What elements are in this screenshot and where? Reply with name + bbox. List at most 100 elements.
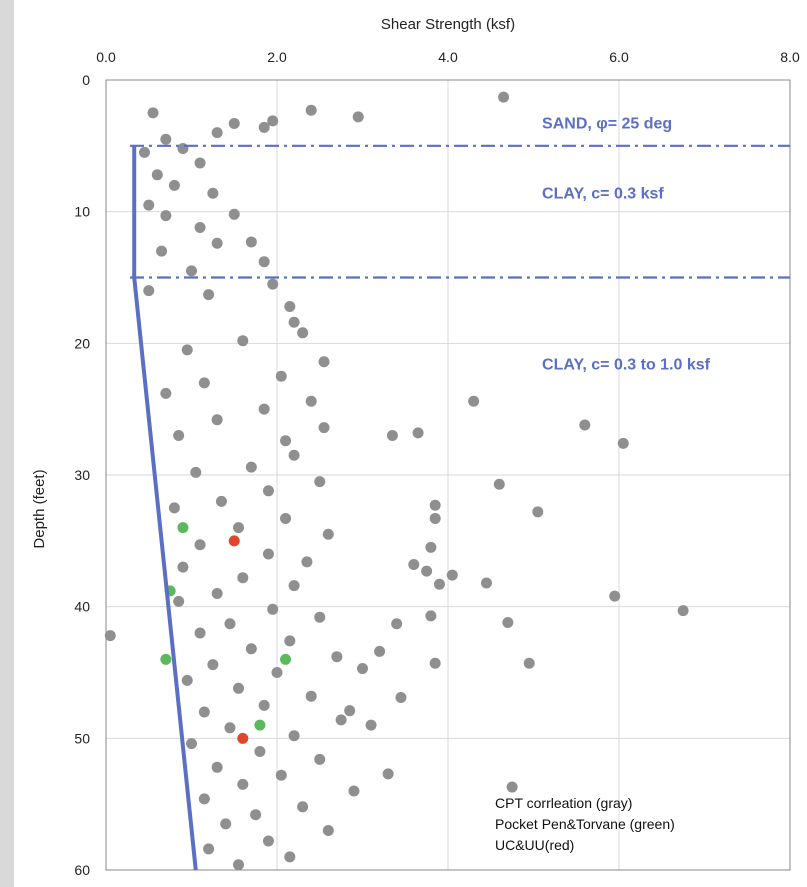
- data-point-cpt: [168, 179, 180, 191]
- data-point-cpt: [267, 603, 279, 615]
- data-point-cpt: [386, 430, 398, 441]
- data-point-cpt: [493, 478, 505, 490]
- data-point-cpt: [288, 580, 300, 592]
- data-point-cpt: [143, 199, 155, 211]
- data-point-cpt: [412, 427, 424, 439]
- data-point-cpt: [156, 245, 168, 257]
- data-point-cpt: [395, 692, 407, 704]
- data-point-pocket-pen: [254, 719, 266, 731]
- data-point-cpt: [143, 285, 155, 297]
- data-point-cpt: [305, 104, 317, 116]
- data-point-cpt: [374, 645, 386, 657]
- data-point-cpt: [233, 522, 245, 534]
- data-point-pocket-pen: [160, 653, 172, 665]
- y-tick-label: 60: [74, 862, 90, 878]
- data-point-cpt: [284, 851, 296, 863]
- data-point-cpt: [211, 588, 223, 599]
- data-point-cpt: [207, 187, 219, 199]
- data-point-cpt: [228, 208, 240, 220]
- data-point-cpt: [228, 117, 240, 129]
- y-tick-label: 0: [82, 72, 90, 88]
- data-point-cpt: [211, 761, 223, 773]
- y-tick-label: 50: [74, 730, 90, 746]
- legend-entry-pocket-pen: Pocket Pen&Torvane (green): [495, 816, 675, 832]
- data-point-cpt: [335, 714, 347, 726]
- data-point-cpt: [267, 278, 279, 290]
- data-point-cpt: [352, 111, 364, 123]
- data-point-cpt: [138, 146, 150, 158]
- data-point-cpt: [284, 300, 296, 312]
- data-point-cpt: [468, 395, 480, 407]
- y-tick-label: 40: [74, 599, 90, 615]
- data-point-cpt: [425, 541, 437, 553]
- data-point-cpt: [224, 618, 236, 630]
- x-tick-label: 0.0: [96, 49, 116, 65]
- layer-boundaries: [130, 144, 790, 279]
- data-point-cpt: [280, 435, 292, 447]
- y-tick-label: 30: [74, 467, 90, 483]
- data-point-cpt: [262, 835, 274, 847]
- data-point-cpt: [506, 781, 518, 793]
- data-point-cpt: [305, 395, 317, 407]
- data-point-cpt: [429, 657, 441, 669]
- data-point-cpt: [297, 327, 309, 339]
- data-point-cpt: [233, 682, 245, 694]
- x-tick-label: 2.0: [267, 49, 287, 65]
- data-point-cpt: [365, 719, 377, 731]
- data-point-cpt: [177, 561, 189, 573]
- data-point-cpt: [194, 539, 206, 551]
- data-point-cpt: [198, 377, 210, 389]
- data-point-cpt: [322, 825, 334, 836]
- data-point-cpt: [480, 577, 492, 589]
- data-point-cpt: [245, 461, 257, 473]
- data-point-cpt: [198, 706, 210, 718]
- data-point-cpt: [211, 414, 223, 426]
- data-point-cpt: [181, 344, 193, 356]
- data-point-cpt: [177, 142, 189, 154]
- data-point-cpt: [348, 785, 360, 797]
- x-tick-labels: 0.0 2.0 4.0 6.0 8.0: [96, 49, 800, 65]
- data-point-cpt: [224, 722, 236, 734]
- data-point-cpt: [203, 843, 215, 855]
- legend: CPT corrleation (gray) Pocket Pen&Torvan…: [495, 795, 675, 853]
- data-point-cpt: [275, 370, 287, 382]
- data-point-cpt: [258, 256, 270, 268]
- x-tick-label: 4.0: [438, 49, 458, 65]
- data-point-cpt: [305, 690, 317, 702]
- annotations: SAND, φ= 25 deg CLAY, c= 0.3 ksf CLAY, c= …: [542, 116, 711, 374]
- data-point-cpt: [314, 753, 326, 765]
- data-point-cpt: [215, 495, 227, 507]
- data-point-cpt: [421, 565, 433, 577]
- data-point-cpt: [160, 387, 172, 399]
- data-point-cpt: [245, 643, 257, 655]
- data-point-cpt: [258, 121, 270, 133]
- data-point-cpt: [254, 746, 266, 757]
- annotation-clay-top: CLAY, c= 0.3 ksf: [542, 186, 664, 203]
- data-point-cpt: [609, 590, 621, 602]
- data-point-cpt: [425, 610, 437, 622]
- annotation-clay-bottom: CLAY, c= 0.3 to 1.0 ksf: [542, 357, 711, 374]
- data-point-cpt: [382, 768, 394, 780]
- trend-line: [132, 145, 198, 871]
- legend-entry-uc-uu: UC&UU(red): [495, 837, 574, 853]
- data-point-cpt: [284, 635, 296, 647]
- data-point-cpt: [301, 556, 313, 568]
- x-axis-title: Shear Strength (ksf): [381, 16, 515, 33]
- data-point-cpt: [331, 651, 343, 663]
- y-axis-title: Depth (feet): [31, 469, 48, 548]
- data-point-cpt: [433, 578, 445, 590]
- data-point-cpt: [186, 265, 197, 277]
- data-point-cpt: [288, 730, 300, 742]
- data-point-uc-uu: [237, 732, 249, 744]
- data-point-cpt: [408, 559, 420, 571]
- data-point-cpt: [181, 674, 193, 686]
- data-point-cpt: [220, 818, 232, 830]
- plot-border: [105, 79, 791, 871]
- x-tick-label: 6.0: [609, 49, 629, 65]
- y-tick-label: 10: [74, 204, 90, 220]
- data-point-cpt: [237, 335, 249, 347]
- data-point-cpt: [237, 572, 249, 584]
- x-tick-label: 8.0: [780, 49, 800, 65]
- data-point-cpt: [357, 663, 368, 675]
- data-point-cpt: [391, 618, 403, 630]
